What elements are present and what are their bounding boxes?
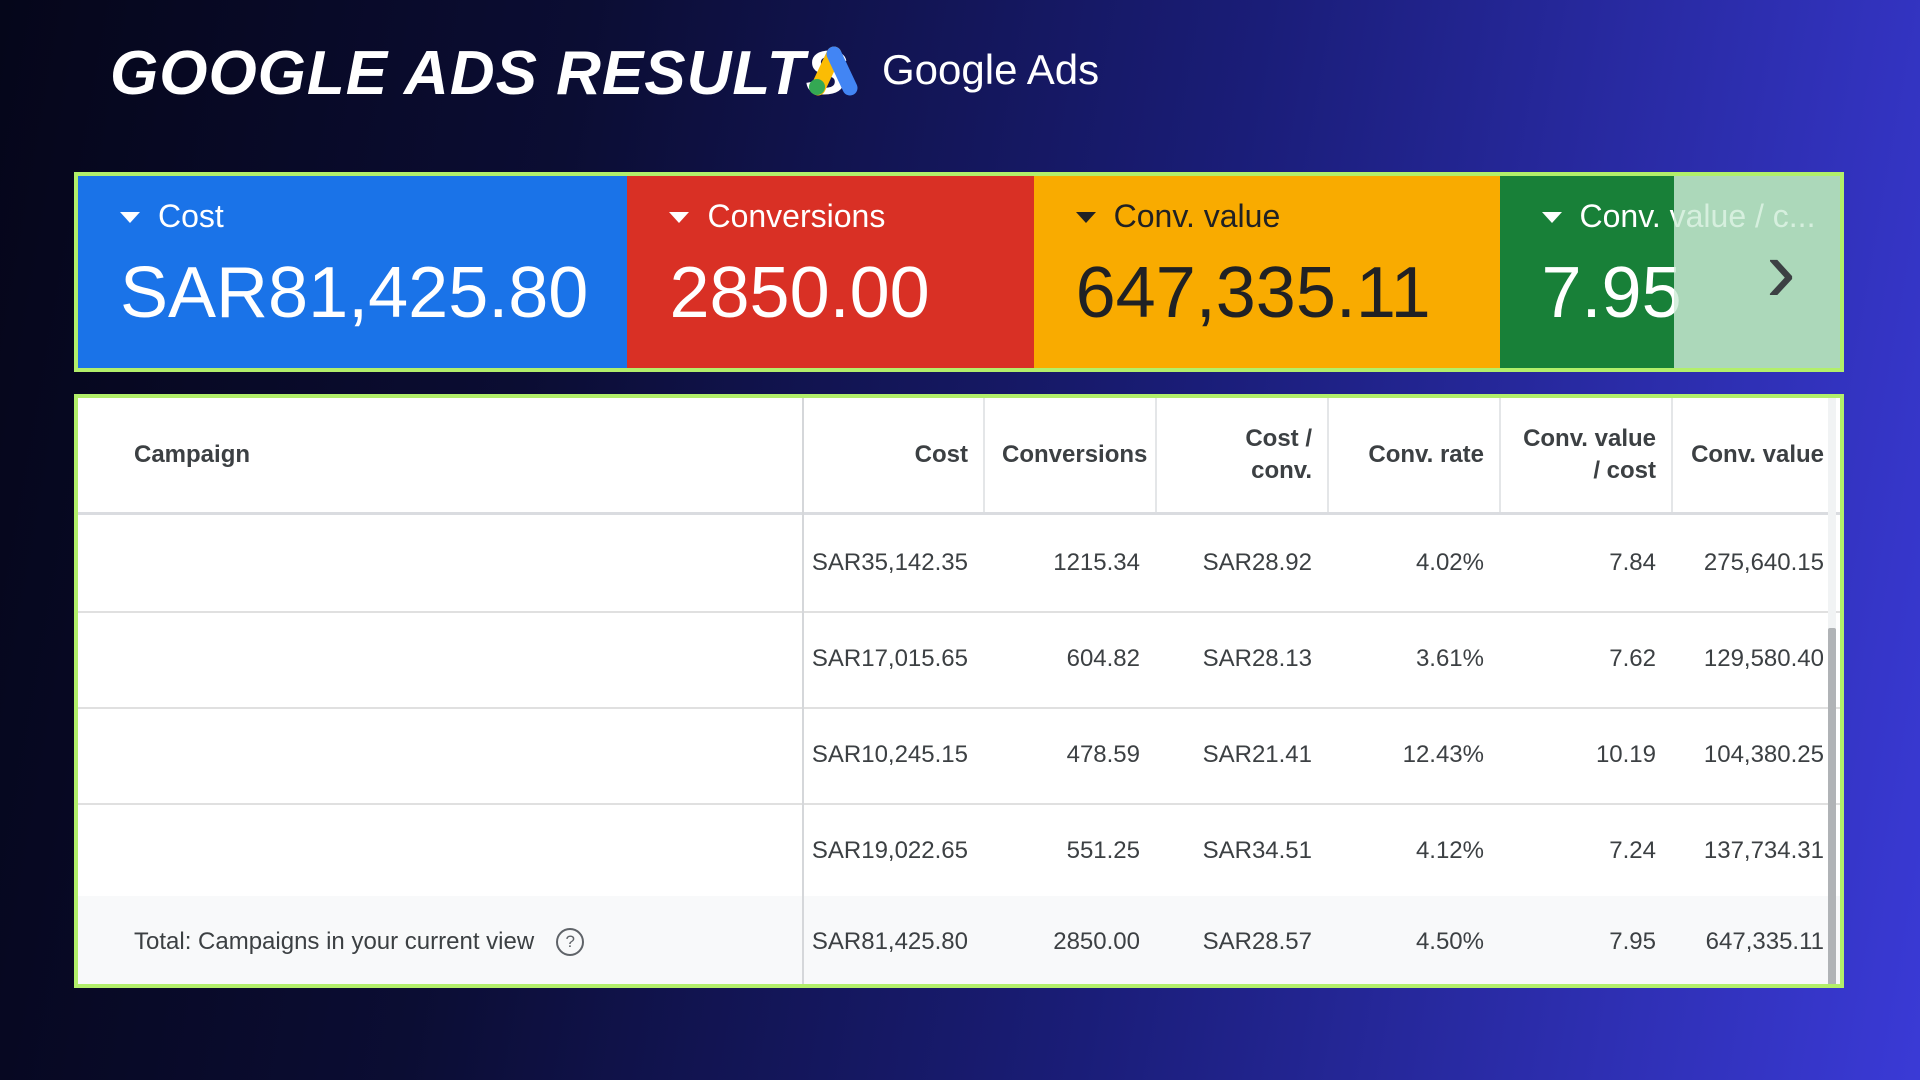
vertical-scrollbar[interactable] [1828, 628, 1836, 984]
cell-cost: SAR10,245.15 [811, 741, 968, 768]
google-ads-brand: Google Ads [804, 40, 1099, 100]
total-row: Total: Campaigns in your current view ? … [78, 896, 1840, 984]
metric-cards: Cost SAR81,425.80 Conversions 2850.00 Co… [74, 172, 1844, 372]
caret-down-icon [669, 212, 690, 223]
column-header-cost[interactable]: Cost [914, 441, 968, 468]
metric-value: 7.95 [1541, 253, 1682, 333]
cell-conv-rate: 4.12% [1415, 837, 1484, 864]
frozen-column-divider [802, 398, 804, 984]
caret-down-icon [1541, 212, 1562, 223]
column-divider [1155, 398, 1157, 512]
table-row[interactable]: SAR10,245.15 478.59 SAR21.41 12.43% 10.1… [78, 707, 1840, 805]
total-conv-value-per-cost: 7.95 [1609, 928, 1656, 955]
caret-down-icon [120, 212, 140, 223]
cell-conv-rate: 12.43% [1402, 741, 1484, 768]
cell-conversions: 604.82 [1066, 645, 1140, 672]
total-conv-value: 647,335.11 [1705, 928, 1824, 955]
chevron-right-icon[interactable]: › [1766, 221, 1796, 321]
metric-label: Cost [158, 198, 224, 234]
metric-value: 647,335.11 [1075, 253, 1431, 333]
total-conv-rate: 4.50% [1415, 928, 1484, 955]
metric-value: 2850.00 [669, 253, 930, 333]
brand-name: Google Ads [882, 46, 1100, 93]
total-label-wrap: Total: Campaigns in your current view ? [134, 896, 585, 984]
cell-cost-per-conv: SAR28.92 [1202, 549, 1312, 576]
metric-card-conversions[interactable]: Conversions 2850.00 [627, 176, 1034, 368]
column-divider [1671, 398, 1673, 512]
cell-conv-value-per-cost: 10.19 [1595, 741, 1656, 768]
cell-conv-value-per-cost: 7.62 [1609, 645, 1656, 672]
table-row[interactable]: SAR17,015.65 604.82 SAR28.13 3.61% 7.62 … [78, 611, 1840, 709]
total-conversions: 2850.00 [1053, 928, 1140, 955]
cell-conv-value: 137,734.31 [1703, 837, 1824, 864]
cell-conversions: 478.59 [1066, 741, 1140, 768]
cell-cost: SAR19,022.65 [811, 837, 968, 864]
caret-down-icon [1075, 212, 1096, 223]
total-cost: SAR81,425.80 [811, 928, 968, 955]
campaign-name[interactable] [78, 611, 804, 707]
campaigns-table: Campaign Cost Conversions Cost / conv. Co… [74, 394, 1844, 988]
cell-cost-per-conv: SAR28.13 [1202, 645, 1312, 672]
cell-conv-value: 129,580.40 [1703, 645, 1824, 672]
column-header-conv-rate[interactable]: Conv. rate [1368, 441, 1484, 468]
total-cost-per-conv: SAR28.57 [1202, 928, 1312, 955]
metric-value: SAR81,425.80 [120, 253, 589, 333]
page-title: GOOGLE ADS RESULTS [110, 39, 848, 108]
table-header: Campaign Cost Conversions Cost / conv. Co… [78, 398, 1840, 515]
column-divider [983, 398, 985, 512]
metric-card-conv-value[interactable]: Conv. value 647,335.11 [1033, 176, 1500, 368]
metric-label: Conv. value [1113, 198, 1281, 234]
column-divider [1327, 398, 1329, 512]
column-header-conv-value-per-cost[interactable]: Conv. value / cost [1523, 425, 1656, 484]
metric-card-cost[interactable]: Cost SAR81,425.80 [78, 176, 628, 368]
column-header-campaign[interactable]: Campaign [134, 441, 251, 468]
cell-conv-rate: 4.02% [1415, 549, 1484, 576]
cell-conv-value: 275,640.15 [1703, 549, 1824, 576]
column-divider [1499, 398, 1501, 512]
scroll-fade-overlay [1674, 176, 1840, 368]
cell-cost-per-conv: SAR34.51 [1202, 837, 1312, 864]
cell-cost: SAR17,015.65 [811, 645, 968, 672]
cell-cost-per-conv: SAR21.41 [1202, 741, 1312, 768]
campaign-name[interactable] [78, 515, 804, 611]
cell-conv-rate: 3.61% [1415, 645, 1484, 672]
google-ads-logo-icon [809, 46, 858, 96]
column-header-conversions[interactable]: Conversions [1002, 441, 1148, 468]
total-label: Total: Campaigns in your current view [134, 928, 535, 955]
table-row[interactable]: SAR35,142.35 1215.34 SAR28.92 4.02% 7.84… [78, 515, 1840, 613]
campaign-name[interactable] [78, 707, 804, 803]
campaign-name[interactable] [78, 803, 804, 899]
cell-conv-value-per-cost: 7.24 [1609, 837, 1656, 864]
cell-conversions: 1215.34 [1053, 549, 1140, 576]
column-header-conv-value[interactable]: Conv. value [1691, 441, 1824, 468]
column-header-cost-per-conv[interactable]: Cost / conv. [1245, 425, 1312, 484]
table-row[interactable]: SAR19,022.65 551.25 SAR34.51 4.12% 7.24 … [78, 803, 1840, 901]
cell-conv-value-per-cost: 7.84 [1609, 549, 1656, 576]
metric-label: Conversions [707, 198, 886, 234]
cell-conv-value: 104,380.25 [1703, 741, 1824, 768]
help-icon[interactable]: ? [556, 928, 585, 956]
cell-cost: SAR35,142.35 [811, 549, 968, 576]
cell-conversions: 551.25 [1066, 837, 1140, 864]
